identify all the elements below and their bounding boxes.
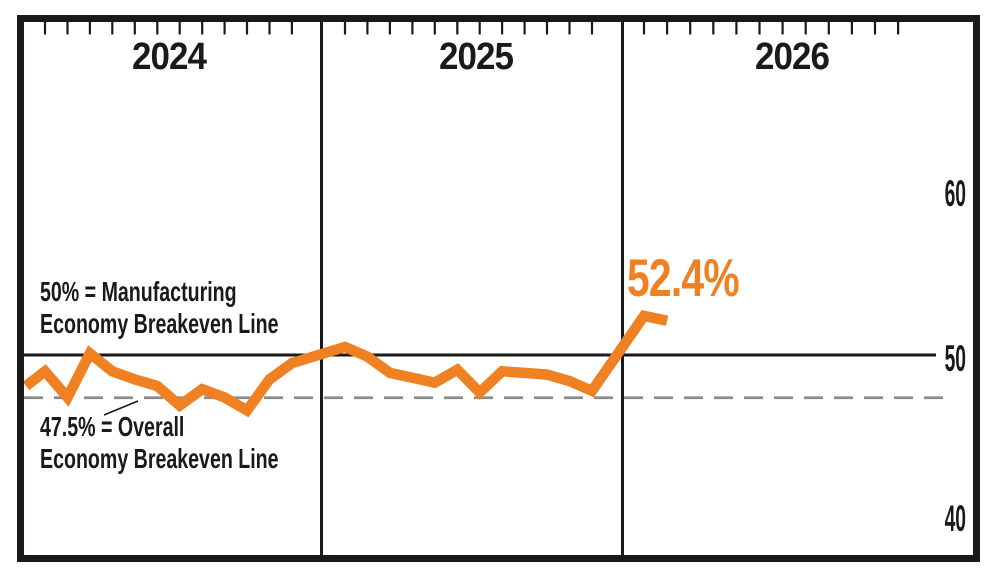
annotation-manufacturing-line2: Economy Breakeven Line <box>40 308 279 339</box>
callout-line <box>103 400 139 416</box>
y-axis-label-60: 60 <box>944 173 966 214</box>
month-ticks <box>43 22 900 35</box>
y-axis-label-40: 40 <box>944 498 966 539</box>
forecast-value-label: 52.4% <box>627 249 740 308</box>
year-label-2025: 2025 <box>438 36 514 78</box>
year-label-2026: 2026 <box>754 36 830 78</box>
y-axis-label-50: 50 <box>944 338 966 379</box>
annotation-overall-line2: Economy Breakeven Line <box>40 443 279 474</box>
pmi-series-line <box>22 310 669 418</box>
chart-border <box>17 15 980 562</box>
year-label-2024: 2024 <box>131 36 207 78</box>
annotation-manufacturing-line1: 50% = Manufacturing <box>40 276 237 307</box>
annotation-manufacturing-breakeven: 50% = Manufacturing Economy Breakeven Li… <box>40 276 279 340</box>
annotation-overall-breakeven: 47.5% = Overall Economy Breakeven Line <box>40 411 279 475</box>
annotation-overall-line1: 47.5% = Overall <box>40 411 185 442</box>
